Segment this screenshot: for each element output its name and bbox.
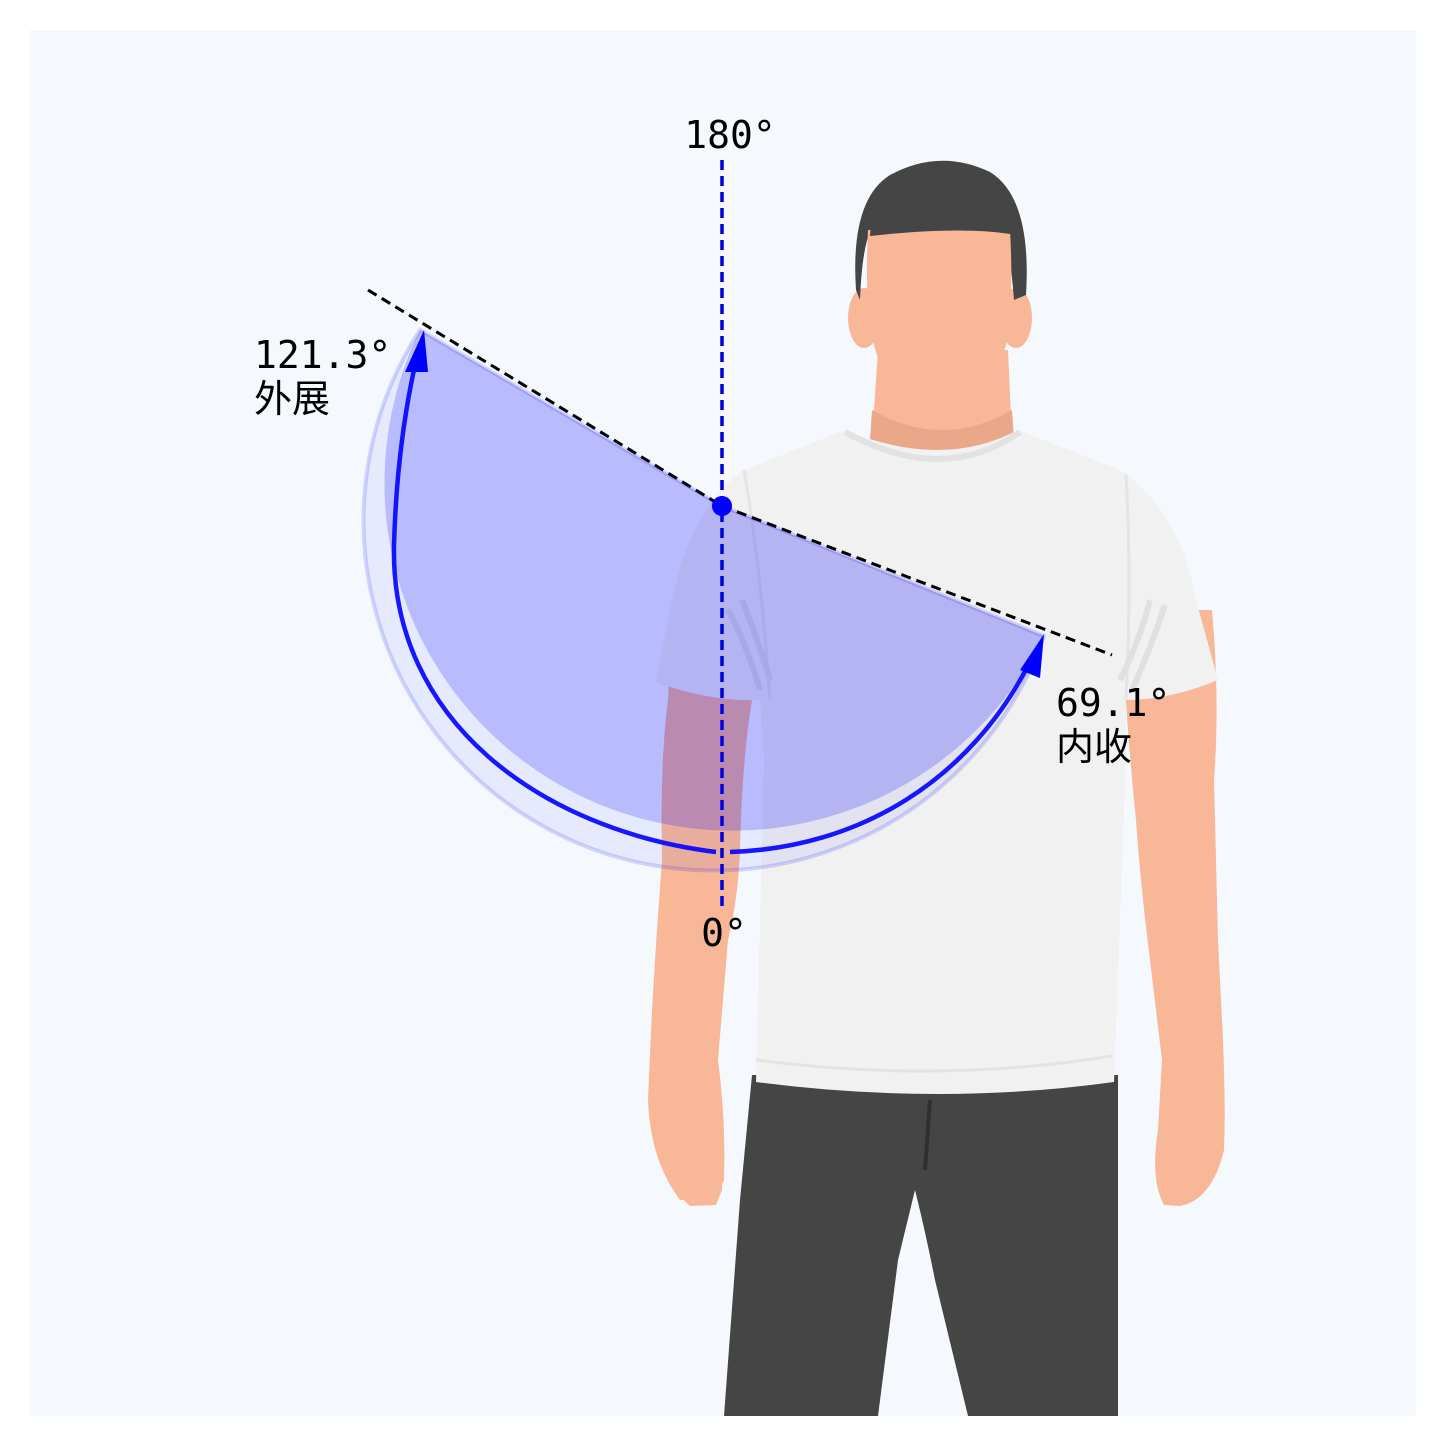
left-arm [648, 610, 760, 1200]
abduction-label: 外展 [254, 377, 330, 421]
range-sector-halo [361, 327, 1047, 873]
range-sector [384, 330, 1045, 831]
arrowhead-icon [1020, 634, 1044, 678]
pants [724, 1075, 1118, 1416]
top-angle-label: 180° [684, 113, 776, 157]
face [866, 230, 1012, 420]
left-hand [652, 1060, 723, 1206]
pants-fly [923, 1099, 932, 1171]
sleeve-fold-right [1117, 599, 1168, 692]
bottom-angle-label: 0° [701, 911, 747, 955]
range-overlay: 180° 0° 121.3° 外展 69.1° 内收 [254, 113, 1170, 955]
t-shirt [656, 430, 1218, 1094]
abduction-angle-value: 121.3° [254, 333, 391, 377]
hair-fringe [870, 168, 1013, 236]
adduction-arc [729, 660, 1033, 855]
right-arm [1126, 610, 1225, 1206]
human-figure-illustration [648, 160, 1225, 1416]
sleeve-fold-left [725, 598, 773, 691]
adduction-limit-line [721, 504, 1113, 657]
abduction-limit-line [367, 288, 723, 508]
pivot-dot-icon [712, 496, 732, 516]
adduction-label: 内收 [1056, 725, 1132, 769]
arrowhead-icon [405, 330, 428, 372]
shirt-collar [843, 429, 1022, 462]
abduction-arc [391, 351, 717, 855]
shirt-hem [755, 1054, 1113, 1073]
adduction-angle-value: 69.1° [1056, 681, 1170, 725]
